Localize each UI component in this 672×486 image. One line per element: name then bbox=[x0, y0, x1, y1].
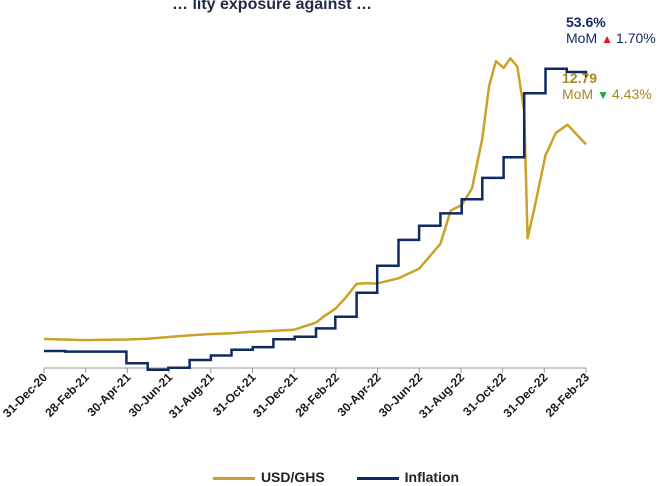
legend: USD/GHS Inflation bbox=[0, 468, 672, 485]
series-line-inflation bbox=[44, 67, 588, 371]
inflation-value: 53.6% bbox=[566, 14, 606, 30]
legend-item-inflation: Inflation bbox=[356, 469, 460, 486]
legend-label-inflation: Inflation bbox=[404, 469, 460, 486]
x-tick-label: 28-Feb-22 bbox=[292, 370, 342, 420]
chart-title: … lity exposure against … bbox=[172, 0, 373, 13]
legend-item-usd-ghs: USD/GHS bbox=[212, 469, 325, 486]
usd-ghs-mom-label: MoM bbox=[562, 86, 594, 102]
x-tick-label: 28-Feb-21 bbox=[42, 370, 92, 420]
series-line-usd-ghs bbox=[43, 57, 587, 342]
x-tick-label: 31-Dec-22 bbox=[500, 370, 550, 420]
legend-swatch-usd-ghs bbox=[212, 477, 255, 481]
usd-ghs-annotation: 12.79 MoM ▼ 4.43% bbox=[562, 70, 652, 102]
x-tick-label: 31-Aug-22 bbox=[416, 370, 467, 421]
x-tick-label: 31-Dec-21 bbox=[250, 370, 300, 420]
inflation-mom-label: MoM bbox=[566, 30, 598, 46]
usd-ghs-mom: MoM ▼ 4.43% bbox=[562, 86, 652, 102]
x-tick-label: 31-Dec-20 bbox=[0, 370, 50, 420]
inflation-mom: MoM ▲ 1.70% bbox=[566, 30, 656, 46]
usd-ghs-mom-change: 4.43% bbox=[612, 86, 652, 102]
x-tick-label: 28-Feb-23 bbox=[543, 370, 593, 420]
legend-swatch-inflation bbox=[356, 477, 399, 481]
usd-ghs-value: 12.79 bbox=[562, 70, 598, 86]
x-tick-label: 31-Aug-21 bbox=[166, 370, 217, 421]
chart-svg: 31-Dec-2028-Feb-2130-Apr-2130-Jun-2131-A… bbox=[0, 57, 593, 421]
inflation-annotation: 53.6% MoM ▲ 1.70% bbox=[566, 14, 656, 46]
inflation-mom-change: 1.70% bbox=[616, 30, 656, 46]
down-triangle-icon: ▼ bbox=[597, 88, 610, 102]
legend-label-usd-ghs: USD/GHS bbox=[260, 469, 325, 486]
up-triangle-icon: ▲ bbox=[601, 32, 614, 46]
